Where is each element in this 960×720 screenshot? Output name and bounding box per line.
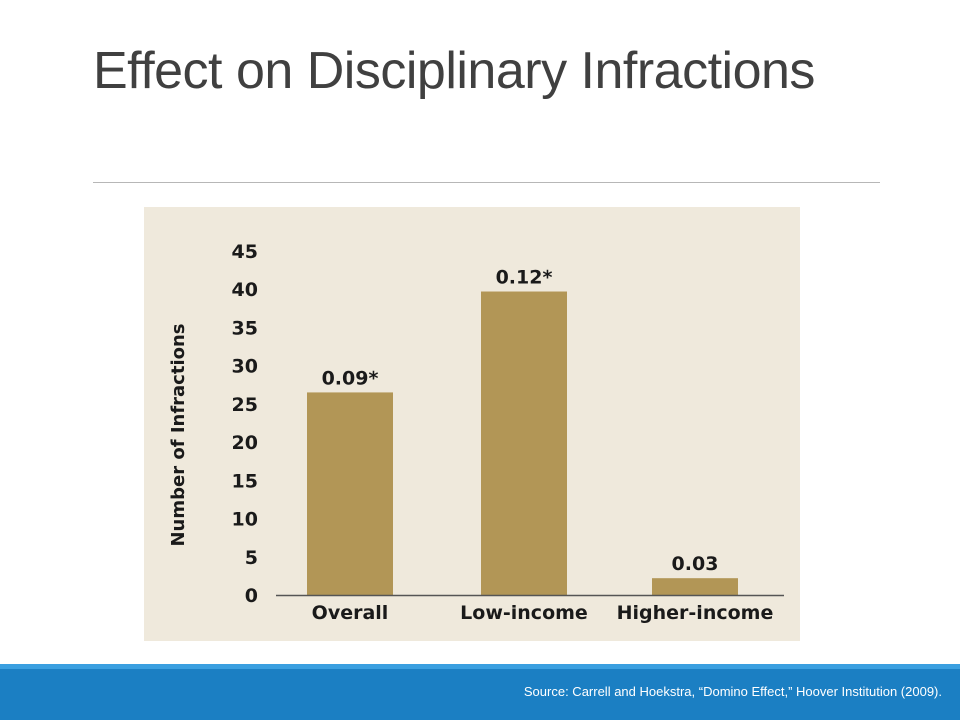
bar-data-label: 0.12*	[496, 267, 553, 289]
bar-low-income	[481, 291, 567, 595]
y-tick-label: 30	[232, 356, 258, 378]
x-axis-category-labels: Overall Low-income Higher-income	[312, 602, 774, 624]
y-tick-label: 35	[232, 317, 258, 339]
bar-chart: 0 5 10 15 20 25 30 35 40 45 0.09* 0.12* 0.03 Overal…	[144, 207, 800, 641]
footer-accent-stripe	[0, 664, 960, 669]
bars	[307, 291, 738, 595]
y-tick-label: 5	[245, 547, 258, 569]
slide-title: Effect on Disciplinary Infractions	[93, 42, 815, 100]
x-category-label: Higher-income	[617, 602, 774, 624]
chart-panel: 0 5 10 15 20 25 30 35 40 45 0.09* 0.12* 0.03 Overal…	[144, 207, 800, 641]
y-tick-label: 0	[245, 585, 258, 607]
chart-background	[144, 207, 800, 641]
x-category-label: Overall	[312, 602, 389, 624]
y-tick-label: 10	[232, 509, 258, 531]
source-citation: Source: Carrell and Hoekstra, “Domino Ef…	[523, 684, 942, 699]
bar-data-label: 0.03	[672, 553, 719, 575]
bar-data-label: 0.09*	[322, 367, 379, 389]
bar-overall	[307, 392, 393, 595]
y-tick-label: 15	[232, 470, 258, 492]
y-axis-ticks: 0 5 10 15 20 25 30 35 40 45	[232, 241, 258, 607]
x-category-label: Low-income	[460, 602, 588, 624]
title-divider	[93, 182, 880, 183]
bar-data-labels: 0.09* 0.12* 0.03	[322, 267, 719, 576]
bar-higher-income	[652, 578, 738, 595]
y-axis-title: Number of Infractions	[168, 323, 189, 546]
y-tick-label: 20	[232, 432, 258, 454]
footer-band	[0, 664, 960, 720]
y-tick-label: 45	[232, 241, 258, 263]
y-tick-label: 25	[232, 394, 258, 416]
y-tick-label: 40	[232, 279, 258, 301]
